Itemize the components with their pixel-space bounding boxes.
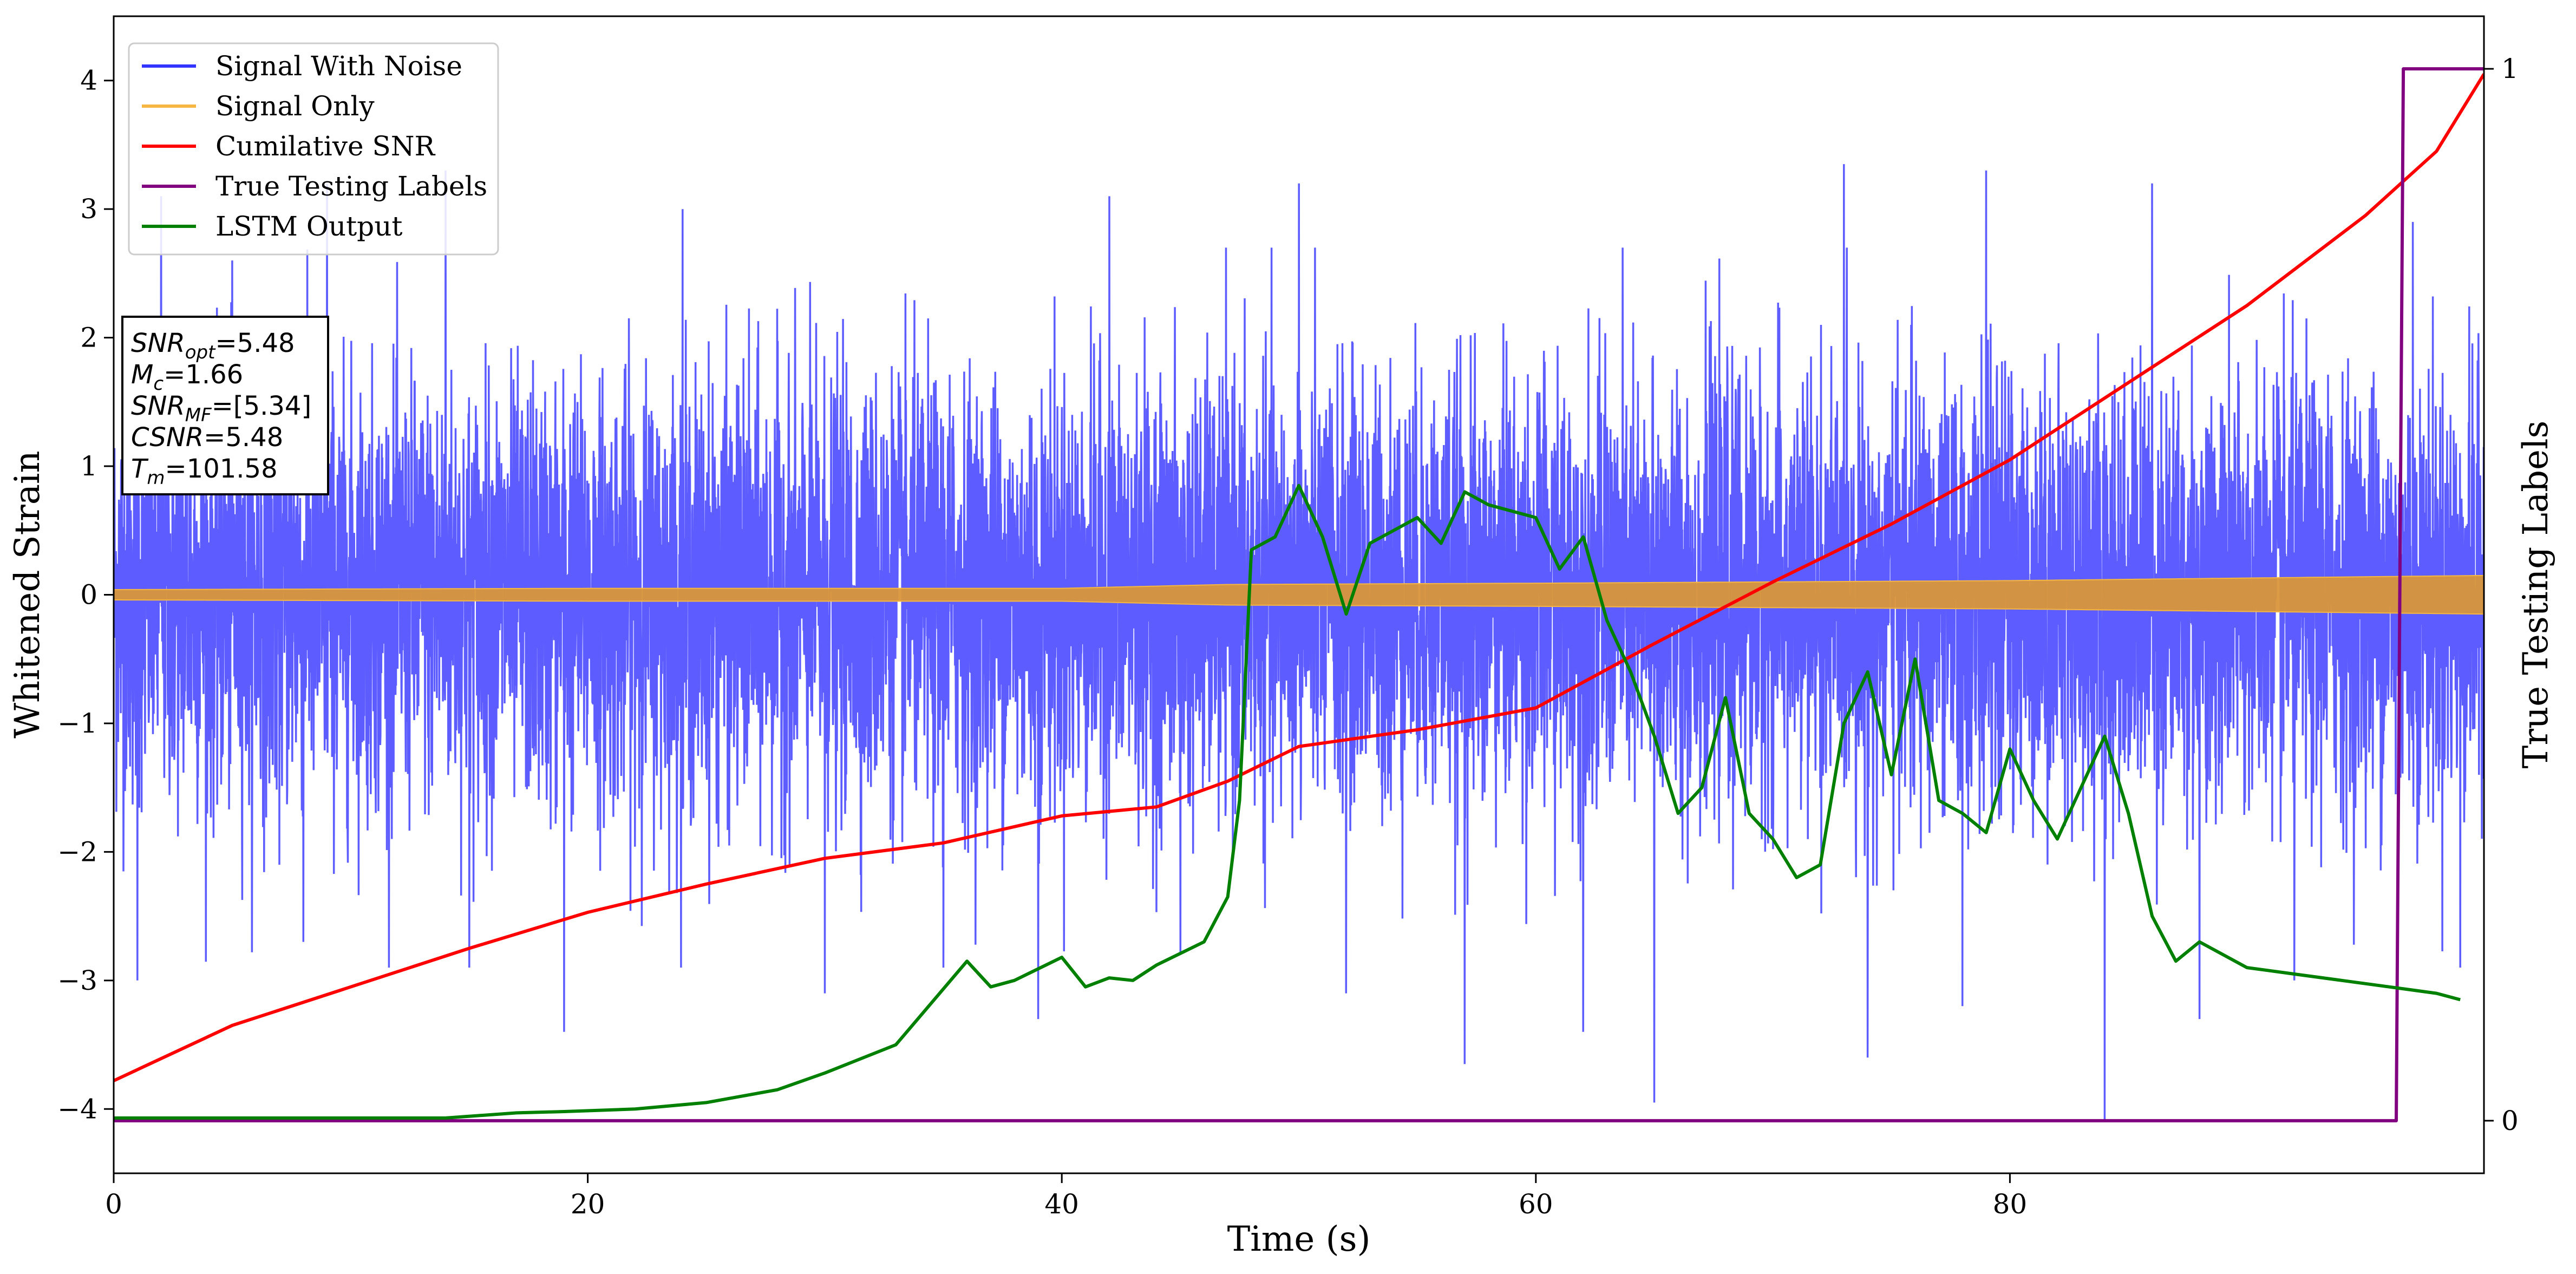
y-tick-label: −4 [57,1093,97,1125]
legend-entry: Cumilative SNR [142,130,435,162]
x-tick-label: 40 [1044,1188,1079,1220]
annotation-line: CSNR=5.48 [131,422,283,453]
cumulative-snr-line [114,73,2484,1082]
signal-only-band [114,574,2484,615]
signal-only-layer [114,574,2484,615]
legend-label: Signal With Noise [215,50,462,82]
annotation-line: SNRopt=5.48 [131,328,295,363]
legend-entry: LSTM Output [142,211,402,242]
y2-tick-label: 1 [2501,53,2519,84]
legend-label: Signal Only [215,90,375,122]
y-tick-label: −2 [57,836,97,867]
legend-entry: Signal With Noise [142,50,462,82]
y2-axis-title: True Testing Labels [2516,421,2556,769]
x-tick-label: 20 [571,1188,605,1220]
y-tick-label: 3 [80,193,97,225]
annotation-lines: SNRopt=5.48Mc=1.66SNRMF=[5.34]CSNR=5.48T… [131,328,311,489]
annotation-line: SNRMF=[5.34] [131,391,311,426]
y-tick-label: 4 [80,65,97,96]
x-tick-label: 60 [1519,1188,1553,1220]
true-labels-line [114,67,2484,1122]
y-tick-label: 1 [80,450,97,482]
y-tick-label: −3 [57,965,97,996]
legend-label: LSTM Output [215,211,402,242]
y-tick-label: −1 [57,708,97,739]
x-tick-label: 0 [105,1188,122,1220]
y2-axis: 01 [2484,53,2519,1136]
annotation-frame [121,316,329,495]
y-axis-title: Whitened Strain [8,450,48,738]
legend-label: Cumilative SNR [215,130,435,162]
y-tick-label: 0 [80,579,97,611]
x-tick-label: 80 [1993,1188,2028,1220]
legend-label: True Testing Labels [215,171,487,202]
legend: Signal With Noise Signal Only Cumilative S… [128,42,499,256]
annotation-box: SNRopt=5.48Mc=1.66SNRMF=[5.34]CSNR=5.48T… [121,316,329,495]
plot-area [114,67,2484,1122]
annotation-line: Mc=1.66 [131,360,243,395]
legend-entries: Signal With Noise Signal Only Cumilative S… [142,50,487,242]
y-axis: −4 −3 −2 −1 0 1 2 3 4 [57,65,114,1125]
true-labels-layer [114,67,2484,1122]
lstm-output-layer [114,484,2461,1120]
cumulative-snr-layer [114,73,2484,1082]
y2-tick-label: 0 [2501,1105,2519,1136]
annotation-line: Tm=101.58 [131,454,278,489]
x-axis-title: Time (s) [1227,1219,1371,1259]
legend-entry: True Testing Labels [142,171,487,202]
x-axis: 0 20 40 60 80 [105,1173,2027,1220]
lstm-output-line [114,484,2461,1120]
legend-entry: Signal Only [142,90,375,122]
y-tick-label: 2 [80,322,97,354]
legend-box [128,42,499,256]
